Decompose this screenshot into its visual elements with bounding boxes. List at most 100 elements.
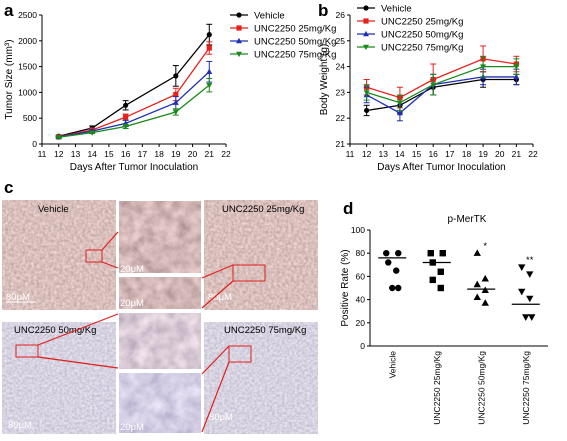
data-point bbox=[528, 314, 536, 321]
data-point bbox=[513, 73, 520, 80]
ihc-connector-line bbox=[201, 280, 234, 309]
data-point bbox=[206, 82, 213, 89]
data-point bbox=[480, 64, 487, 70]
data-point bbox=[526, 271, 534, 278]
significance-mark: ** bbox=[526, 255, 534, 266]
data-point bbox=[429, 276, 436, 284]
series-line bbox=[366, 65, 517, 104]
y-tick-label: 60 bbox=[356, 271, 366, 281]
y-axis-title: Tumor Size (mm³) bbox=[4, 39, 15, 119]
ihc-25mg-zoom-frame bbox=[117, 275, 203, 311]
ihc-connector-line bbox=[201, 361, 230, 433]
ihc-50mg-zoom-image bbox=[118, 312, 202, 370]
ihc-connector-line bbox=[201, 345, 230, 375]
ihc-50mg-zoom-frame bbox=[117, 311, 203, 371]
data-point bbox=[522, 314, 530, 321]
ihc-75mg-scale-label: 80μM bbox=[209, 412, 233, 423]
legend-marker bbox=[236, 51, 242, 58]
x-tick-label: 17 bbox=[138, 149, 148, 159]
x-tick-label: UNC2250 50mg/Kg bbox=[476, 351, 486, 425]
y-tick-label: 500 bbox=[23, 113, 37, 123]
y-tick-label: 80 bbox=[356, 248, 366, 258]
x-tick-label: 17 bbox=[445, 149, 455, 159]
ihc-75mg-zoom-scale-label: 20μM bbox=[120, 422, 144, 433]
panel-c-ihc: Vehicle 80μM 20μM 20μM UNC2250 25mg/Kg 8… bbox=[2, 199, 318, 435]
ihc-25mg-scale-label: 80μM bbox=[208, 292, 232, 303]
ihc-75mg-label: UNC2250 75mg/Kg bbox=[224, 325, 306, 336]
data-point bbox=[173, 91, 179, 98]
data-point bbox=[385, 259, 392, 266]
data-point bbox=[122, 124, 129, 130]
x-tick-label: 11 bbox=[346, 149, 355, 159]
legend-label: Vehicle bbox=[381, 4, 412, 15]
panel-letter-d: d bbox=[343, 199, 353, 218]
ihc-50mg-zoom-box bbox=[15, 344, 39, 358]
x-tick-label: 22 bbox=[221, 149, 231, 159]
legend-marker bbox=[236, 37, 242, 44]
y-tick-label: 22 bbox=[336, 113, 346, 123]
panel-letter-b: b bbox=[318, 1, 328, 20]
x-tick-label: 12 bbox=[54, 149, 64, 159]
ihc-50mg-scale-label: 80μM bbox=[8, 420, 32, 431]
x-tick-label: 18 bbox=[154, 149, 164, 159]
ihc-75mg-zoom-box bbox=[228, 345, 252, 363]
data-point bbox=[172, 99, 179, 105]
data-point bbox=[89, 130, 96, 136]
legend-label: UNC2250 50mg/Kg bbox=[254, 37, 336, 48]
data-point bbox=[364, 107, 370, 114]
data-point bbox=[206, 68, 213, 74]
ihc-vehicle-label: Vehicle bbox=[38, 204, 69, 215]
y-tick-label: 25 bbox=[336, 36, 346, 46]
data-point bbox=[439, 250, 446, 257]
data-point bbox=[396, 100, 403, 106]
y-axis-title: Positive Rate (%) bbox=[340, 249, 351, 326]
x-tick-label: 11 bbox=[38, 149, 47, 159]
data-point bbox=[389, 284, 396, 292]
data-point bbox=[172, 109, 179, 116]
data-point bbox=[55, 135, 62, 141]
y-tick-label: 23 bbox=[336, 87, 346, 97]
y-tick-label: 2000 bbox=[18, 36, 37, 46]
data-point bbox=[473, 249, 481, 256]
legend-label: Vehicle bbox=[254, 11, 285, 22]
ihc-75mg-zoom-frame bbox=[117, 371, 203, 435]
data-point bbox=[518, 264, 526, 271]
y-tick-label: 20 bbox=[356, 318, 366, 328]
ihc-75mg-zoom-image bbox=[118, 372, 202, 434]
y-tick-label: 21 bbox=[336, 139, 346, 149]
data-point bbox=[437, 284, 444, 292]
x-tick-label: 12 bbox=[362, 149, 372, 159]
data-point bbox=[395, 284, 402, 292]
ihc-connector-line bbox=[37, 356, 119, 369]
chart-a-tumor-size: 11 12 13 14 15 16 17 18 19 20 21 22 0 500 1000 1500 2000… bbox=[4, 10, 336, 173]
x-tick-label: UNC2250 75mg/Kg bbox=[521, 351, 531, 425]
x-tick-label: 21 bbox=[205, 149, 215, 159]
ihc-vehicle-scale-label: 80μM bbox=[6, 292, 30, 303]
ihc-25mg-zoom-box bbox=[232, 264, 266, 282]
significance-mark: * bbox=[483, 241, 487, 252]
data-point bbox=[481, 274, 489, 282]
legend-marker bbox=[236, 25, 242, 31]
x-tick-label: 14 bbox=[395, 149, 405, 159]
ihc-50mg-image bbox=[2, 322, 116, 434]
y-tick-label: 2500 bbox=[18, 10, 37, 20]
data-point bbox=[481, 299, 489, 306]
ihc-connector-line bbox=[101, 231, 119, 251]
data-point bbox=[206, 45, 212, 51]
data-point bbox=[393, 267, 400, 274]
y-tick-label: 24 bbox=[336, 62, 346, 72]
x-tick-label: 19 bbox=[171, 149, 181, 159]
ihc-25mg-label: UNC2250 25mg/Kg bbox=[222, 204, 304, 215]
legend-label: UNC2250 75mg/Kg bbox=[254, 50, 336, 61]
x-tick-label: UNC2250 25mg/Kg bbox=[432, 351, 442, 425]
series-line bbox=[58, 34, 210, 137]
x-tick-label: 16 bbox=[121, 149, 131, 159]
ihc-vehicle-zoom-scale-label: 20μM bbox=[120, 264, 144, 275]
ihc-connector-line bbox=[201, 264, 234, 279]
x-tick-label: 13 bbox=[379, 149, 389, 159]
data-point bbox=[437, 268, 444, 275]
x-tick-label: Vehicle bbox=[387, 351, 397, 379]
data-point bbox=[430, 82, 437, 88]
data-point bbox=[473, 293, 481, 300]
